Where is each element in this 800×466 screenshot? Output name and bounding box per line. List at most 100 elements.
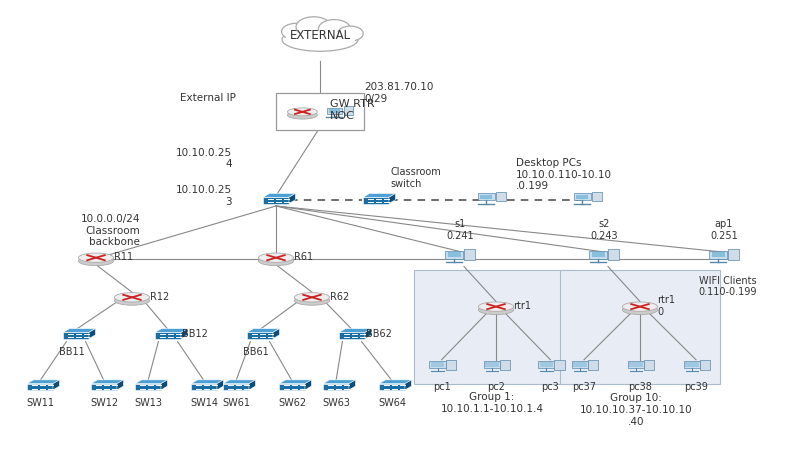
- Polygon shape: [181, 329, 187, 339]
- Polygon shape: [279, 380, 311, 384]
- Text: pc3: pc3: [542, 382, 559, 392]
- Polygon shape: [263, 193, 295, 197]
- Ellipse shape: [258, 256, 294, 266]
- Polygon shape: [223, 384, 249, 390]
- FancyBboxPatch shape: [478, 193, 494, 200]
- FancyBboxPatch shape: [326, 108, 342, 114]
- Text: SW63: SW63: [322, 398, 350, 408]
- FancyBboxPatch shape: [573, 362, 587, 367]
- Polygon shape: [135, 384, 161, 390]
- FancyBboxPatch shape: [644, 361, 654, 370]
- Ellipse shape: [294, 296, 330, 305]
- Polygon shape: [305, 380, 311, 390]
- Polygon shape: [217, 380, 223, 390]
- FancyBboxPatch shape: [590, 251, 607, 259]
- Text: 10.10.0.25
3: 10.10.0.25 3: [176, 185, 232, 206]
- FancyBboxPatch shape: [728, 249, 739, 260]
- FancyBboxPatch shape: [485, 362, 499, 367]
- Ellipse shape: [282, 28, 358, 51]
- Polygon shape: [155, 332, 181, 339]
- Text: pc1: pc1: [433, 382, 450, 392]
- Polygon shape: [339, 329, 371, 332]
- Ellipse shape: [258, 253, 294, 262]
- Text: SW13: SW13: [134, 398, 162, 408]
- Polygon shape: [363, 197, 389, 204]
- FancyBboxPatch shape: [571, 361, 589, 368]
- FancyBboxPatch shape: [344, 106, 354, 115]
- FancyBboxPatch shape: [712, 253, 725, 257]
- Polygon shape: [135, 380, 167, 384]
- Polygon shape: [379, 380, 411, 384]
- Polygon shape: [91, 384, 117, 390]
- Ellipse shape: [294, 293, 330, 302]
- Text: 203.81.70.10
0/29: 203.81.70.10 0/29: [364, 82, 434, 104]
- Ellipse shape: [114, 293, 150, 302]
- Text: BB62: BB62: [366, 329, 392, 339]
- Text: EXTERNAL: EXTERNAL: [290, 29, 350, 42]
- Text: s2
0.243: s2 0.243: [590, 219, 618, 241]
- FancyBboxPatch shape: [430, 361, 446, 368]
- Polygon shape: [63, 332, 89, 339]
- Ellipse shape: [287, 111, 318, 119]
- Circle shape: [282, 23, 310, 40]
- Text: R12: R12: [150, 292, 169, 302]
- FancyBboxPatch shape: [576, 195, 589, 199]
- Text: BB11: BB11: [59, 347, 85, 357]
- Text: rtr1: rtr1: [514, 301, 532, 311]
- Text: Desktop PCs
10.10.0.110-10.10
.0.199: Desktop PCs 10.10.0.110-10.10 .0.199: [516, 158, 612, 192]
- Polygon shape: [117, 380, 123, 390]
- Polygon shape: [339, 332, 365, 339]
- FancyBboxPatch shape: [592, 192, 602, 201]
- Text: GW RTR
NOC: GW RTR NOC: [330, 99, 374, 121]
- Text: Group 10:
10.10.10.37-10.10.10
.40: Group 10: 10.10.10.37-10.10.10 .40: [580, 393, 692, 427]
- Polygon shape: [191, 380, 223, 384]
- Polygon shape: [27, 380, 59, 384]
- FancyBboxPatch shape: [710, 251, 727, 259]
- Polygon shape: [89, 329, 95, 339]
- Polygon shape: [263, 197, 289, 204]
- Text: pc2: pc2: [487, 382, 505, 392]
- FancyBboxPatch shape: [630, 362, 643, 367]
- Text: pc38: pc38: [628, 382, 652, 392]
- FancyBboxPatch shape: [500, 361, 510, 370]
- Text: R11: R11: [114, 252, 133, 262]
- Polygon shape: [91, 380, 123, 384]
- Text: WIFI Clients
0.110-0.199: WIFI Clients 0.110-0.199: [698, 276, 758, 297]
- FancyBboxPatch shape: [496, 192, 506, 201]
- Polygon shape: [247, 332, 273, 339]
- FancyBboxPatch shape: [446, 361, 456, 370]
- Ellipse shape: [622, 305, 658, 315]
- FancyBboxPatch shape: [700, 361, 710, 370]
- FancyBboxPatch shape: [539, 362, 554, 367]
- Text: SW14: SW14: [190, 398, 218, 408]
- Ellipse shape: [285, 31, 355, 48]
- Polygon shape: [223, 380, 255, 384]
- Text: rtr1
0: rtr1 0: [658, 295, 675, 317]
- Polygon shape: [249, 380, 255, 390]
- Ellipse shape: [478, 302, 514, 311]
- FancyBboxPatch shape: [329, 109, 340, 113]
- Polygon shape: [389, 193, 395, 204]
- FancyBboxPatch shape: [446, 251, 463, 259]
- FancyBboxPatch shape: [588, 361, 598, 370]
- FancyBboxPatch shape: [414, 270, 576, 384]
- Polygon shape: [27, 384, 53, 390]
- Text: SW61: SW61: [222, 398, 250, 408]
- Ellipse shape: [478, 305, 514, 315]
- Polygon shape: [405, 380, 411, 390]
- Circle shape: [318, 20, 350, 38]
- Text: 10.10.0.25
4: 10.10.0.25 4: [176, 148, 232, 169]
- Polygon shape: [273, 329, 279, 339]
- FancyBboxPatch shape: [431, 362, 445, 367]
- FancyBboxPatch shape: [608, 249, 619, 260]
- FancyBboxPatch shape: [276, 93, 364, 130]
- Polygon shape: [63, 329, 95, 332]
- FancyBboxPatch shape: [554, 361, 565, 370]
- Text: s1
0.241: s1 0.241: [446, 219, 474, 241]
- FancyBboxPatch shape: [592, 253, 605, 257]
- Text: 10.0.0.0/24
Classroom
backbone: 10.0.0.0/24 Classroom backbone: [81, 214, 140, 247]
- Text: R62: R62: [330, 292, 349, 302]
- Text: External IP: External IP: [180, 93, 236, 103]
- Ellipse shape: [622, 302, 658, 311]
- Ellipse shape: [287, 108, 318, 116]
